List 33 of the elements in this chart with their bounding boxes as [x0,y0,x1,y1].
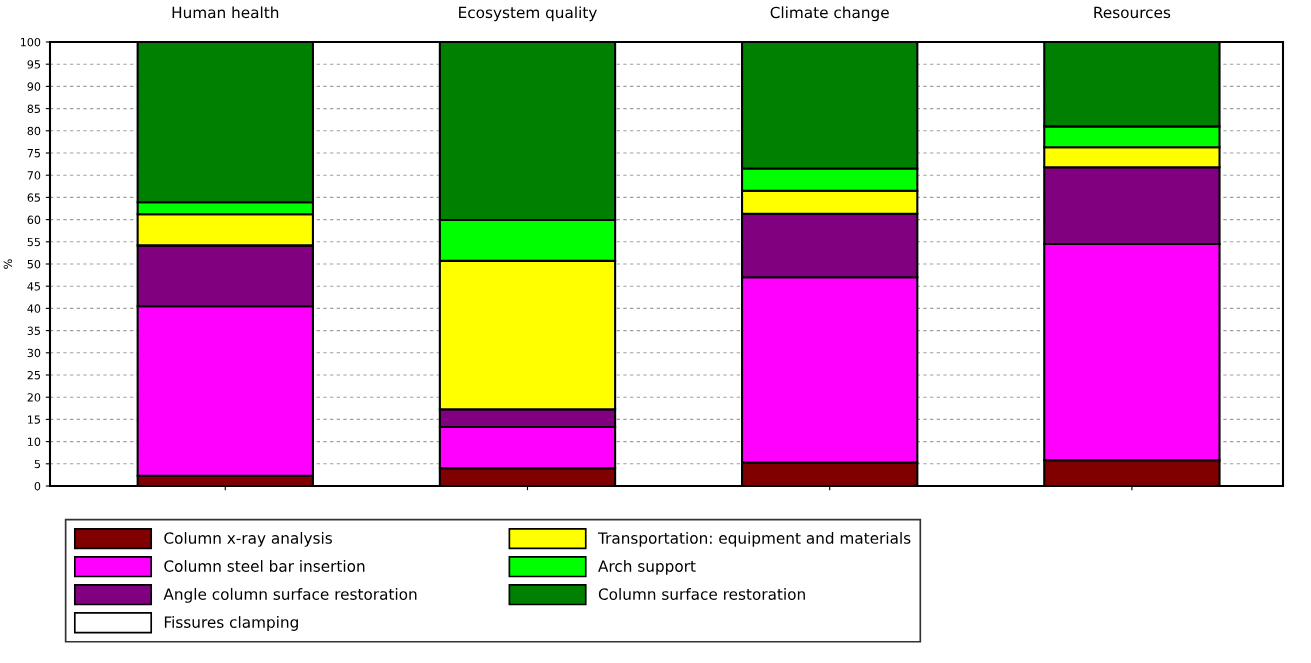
y-tick-label: 15 [28,415,40,424]
y-tick-label: 80 [27,126,41,136]
y-axis-title: % [3,259,13,269]
y-tick-label: 70 [27,171,41,180]
legend-label: Column steel bar insertion [164,560,365,572]
y-tick-label: 65 [27,193,40,202]
legend-label: Transportation: equipment and materials [597,532,911,547]
x-tick-label: Ecosystem quality [459,6,597,22]
y-tick-label: 50 [27,259,41,269]
y-tick-label: 95 [27,60,40,69]
y-tick-label: 45 [27,282,40,291]
x-tick-label: Human health [172,6,279,19]
legend-label: Fissures clamping [164,616,298,631]
y-tick-label: 30 [27,348,41,358]
y-tick-label: 40 [27,304,41,313]
legend-label: Column surface restoration [598,588,805,600]
x-tick-label: Climate change [770,6,889,22]
legend-label: Column x-ray analysis [164,532,332,547]
y-tick-label: 25 [27,370,40,380]
y-tick-label: 0 [34,481,41,491]
y-tick-label: 35 [27,326,40,335]
legend-label: Angle column surface restoration [163,588,417,603]
y-tick-label: 75 [27,149,40,158]
legend-label: Arch support [598,560,696,575]
y-tick-label: 10 [28,437,41,446]
x-tick-label: Resources [1094,6,1171,19]
y-tick-label: 60 [27,215,41,224]
y-tick-label: 55 [27,237,40,247]
y-tick-label: 85 [27,104,40,113]
y-tick-label: 5 [34,459,40,469]
y-tick-label: 20 [27,393,41,402]
y-tick-label: 90 [27,82,41,91]
y-tick-label: 100 [20,37,41,47]
